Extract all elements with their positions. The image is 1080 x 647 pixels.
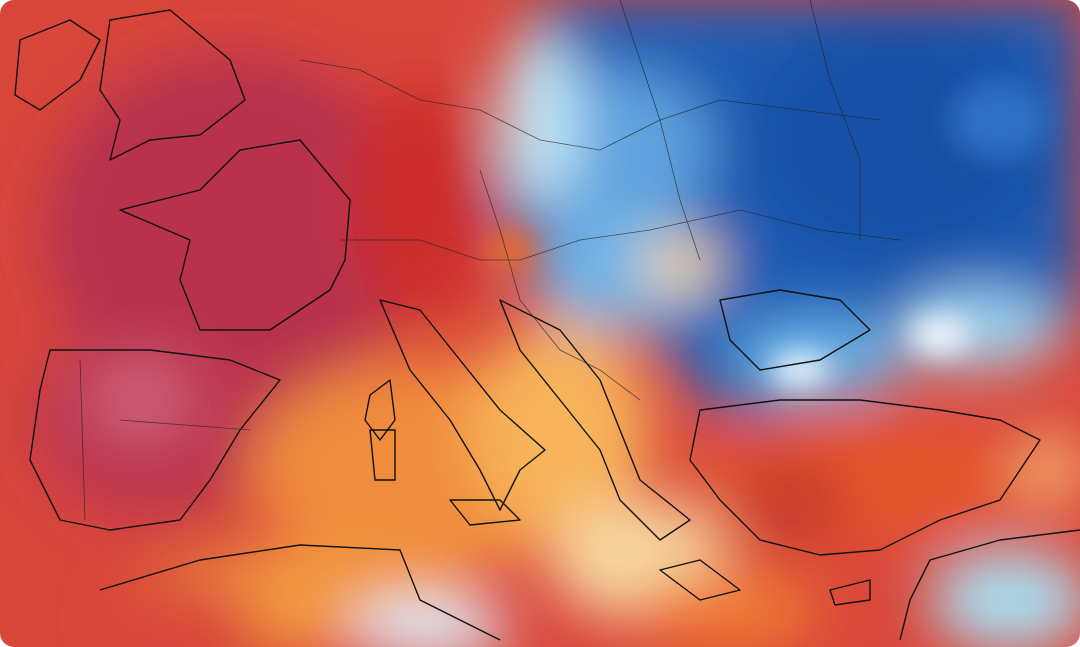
border-line <box>809 0 861 240</box>
warm-area <box>1010 430 1080 510</box>
coast-black-sea <box>719 289 871 371</box>
neutral-band <box>500 30 580 210</box>
warm-area <box>640 570 820 647</box>
hot-core <box>730 460 850 540</box>
warm-area <box>470 320 650 540</box>
border-line <box>119 419 251 431</box>
coastlines <box>14 9 1080 641</box>
detail-fields <box>485 80 1050 388</box>
coast-cyprus <box>829 579 871 606</box>
neutral-area <box>350 600 510 647</box>
border-line <box>79 359 86 521</box>
coast-sicily <box>449 499 521 526</box>
hot-core <box>40 50 420 410</box>
coast-levant <box>899 529 1080 641</box>
coast-crete <box>659 559 741 601</box>
coast-britain <box>99 9 246 161</box>
coast-anatolia <box>689 399 1041 556</box>
borders <box>79 0 901 521</box>
border-line <box>479 169 641 401</box>
coast-france <box>119 139 351 331</box>
border-line <box>340 209 901 261</box>
neutral-spot <box>770 352 830 388</box>
neutral-spot <box>910 315 970 355</box>
neutral-spot <box>640 235 720 295</box>
cold-core <box>750 20 1050 260</box>
hot-peak <box>90 360 190 440</box>
border-line <box>299 59 881 151</box>
coast-balkans <box>499 299 691 541</box>
cool-spot <box>950 80 1050 160</box>
coast-iberia <box>29 349 281 531</box>
hot-area <box>100 580 260 647</box>
coast-africa <box>99 544 501 641</box>
coast-sardinia <box>369 429 396 481</box>
coast-italy <box>379 299 546 511</box>
border-line <box>619 0 701 261</box>
cool-area <box>930 550 1080 647</box>
hot-area <box>350 80 490 320</box>
coast-ireland <box>14 19 101 111</box>
